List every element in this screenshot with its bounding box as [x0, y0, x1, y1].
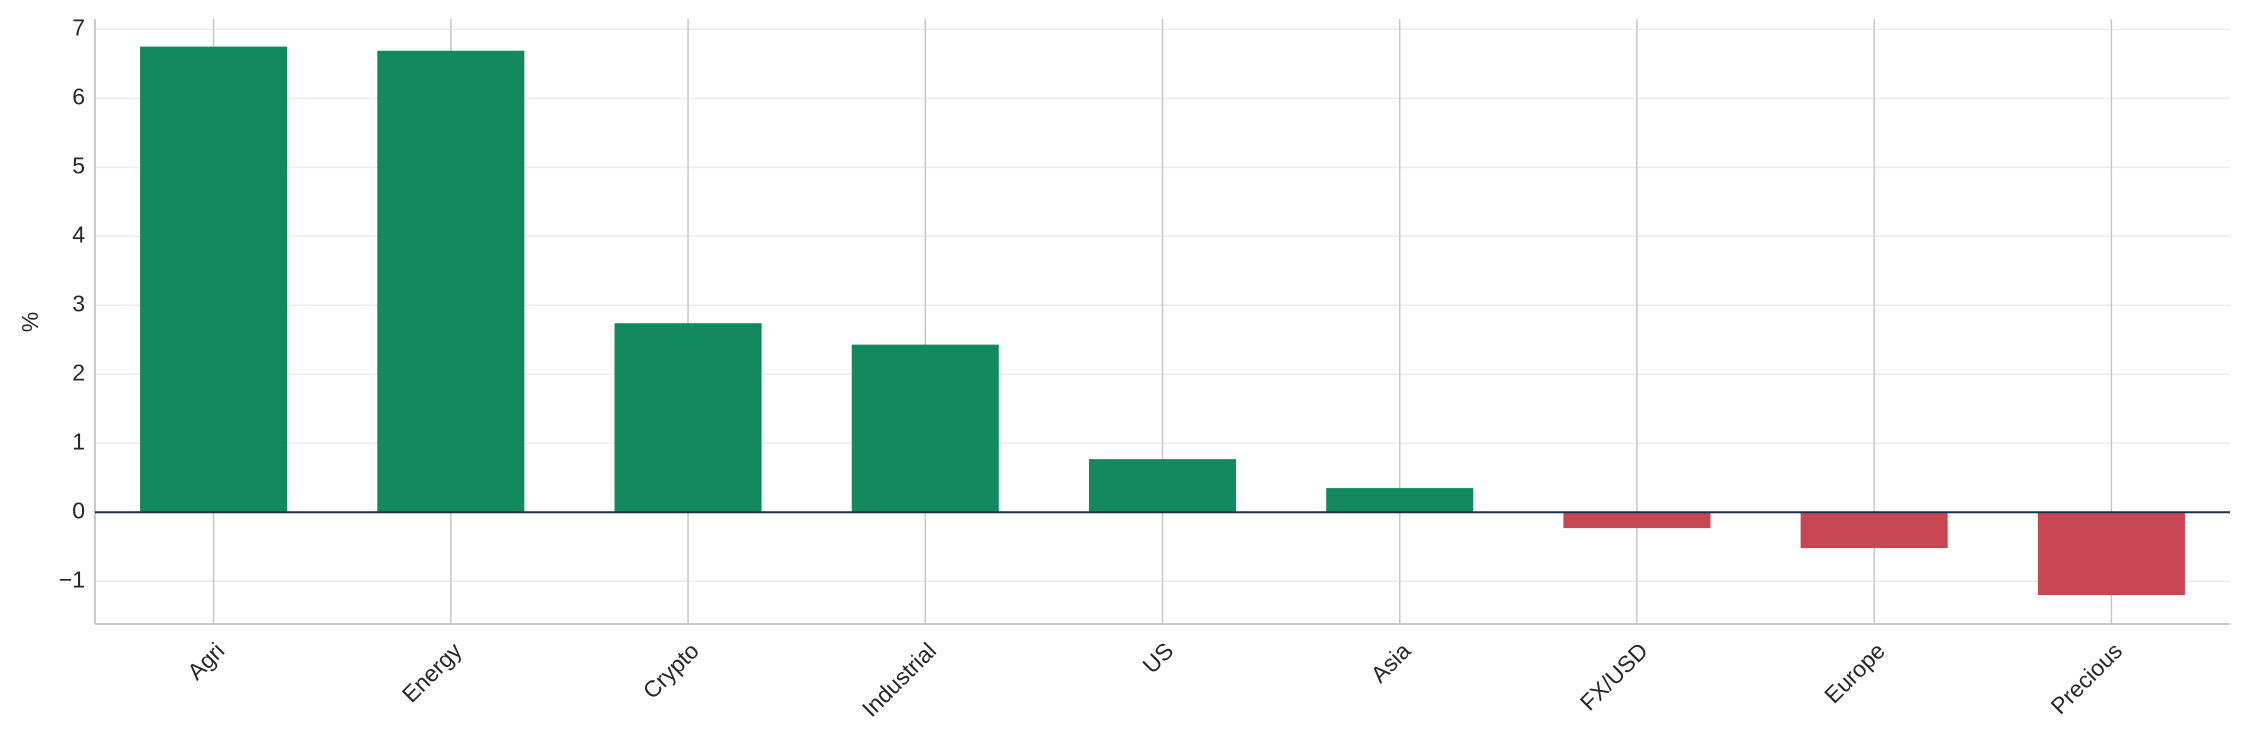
y-tick-label: 6	[72, 83, 85, 109]
bar	[1326, 488, 1474, 513]
y-tick-label: 5	[72, 152, 85, 178]
bar	[377, 50, 525, 513]
bar	[140, 46, 288, 513]
x-tick-label: FX/USD	[1575, 637, 1653, 715]
x-tick-label: Europe	[1819, 637, 1890, 708]
bar	[1800, 512, 1948, 549]
y-tick-label: 4	[72, 221, 85, 247]
bar	[2037, 512, 2185, 596]
x-tick-label: Crypto	[638, 637, 704, 703]
y-tick-label: 2	[72, 359, 85, 385]
x-tick-label: Agri	[182, 637, 229, 684]
x-tick-label: Precious	[2046, 637, 2128, 719]
x-tick-label: Industrial	[857, 637, 941, 721]
y-axis-label: %	[17, 312, 43, 332]
x-tick-label: Energy	[397, 637, 467, 707]
y-tick-label: −1	[59, 566, 85, 592]
bar	[1088, 459, 1237, 513]
y-tick-label: 1	[72, 428, 85, 454]
y-tick-label: 7	[72, 14, 85, 40]
y-tick-label: 0	[72, 497, 85, 523]
y-tick-label: 3	[72, 290, 85, 316]
bar	[614, 323, 762, 513]
bar	[851, 344, 999, 513]
bar	[1563, 512, 1711, 529]
x-tick-label: US	[1137, 637, 1178, 678]
x-tick-label: Asia	[1366, 637, 1416, 687]
